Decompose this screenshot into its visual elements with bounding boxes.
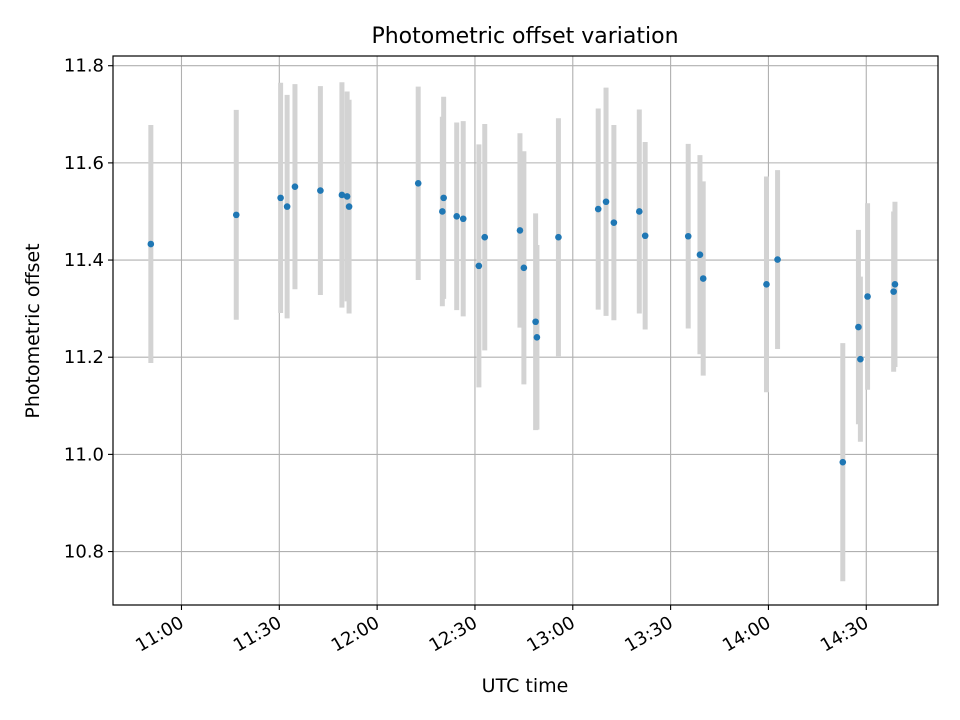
y-tick-label: 10.8 bbox=[64, 542, 104, 563]
data-point bbox=[636, 208, 643, 215]
data-point bbox=[343, 193, 351, 200]
x-tick-label: 11:00 bbox=[132, 612, 187, 656]
x-tick-label: 12:30 bbox=[426, 612, 481, 656]
y-tick-label: 11.2 bbox=[64, 347, 104, 368]
data-point bbox=[641, 232, 649, 240]
data-point bbox=[520, 264, 528, 272]
data-point bbox=[857, 355, 864, 363]
x-tick-label: 14:00 bbox=[719, 612, 774, 656]
data-point bbox=[610, 219, 618, 226]
data-point bbox=[338, 191, 346, 199]
x-axis-label: UTC time bbox=[482, 675, 569, 697]
data-point bbox=[147, 240, 155, 248]
y-tick-label: 11.6 bbox=[64, 153, 104, 174]
x-tick-label: 13:00 bbox=[523, 612, 578, 656]
data-point bbox=[532, 318, 539, 326]
data-points bbox=[147, 179, 899, 466]
data-point bbox=[481, 233, 489, 241]
data-point bbox=[890, 288, 897, 295]
data-point bbox=[839, 458, 847, 466]
y-tick-label: 11.4 bbox=[64, 250, 104, 271]
data-point bbox=[453, 213, 460, 220]
data-point bbox=[283, 203, 291, 210]
data-point bbox=[774, 256, 781, 263]
x-tick-label: 13:30 bbox=[621, 612, 676, 656]
data-point bbox=[696, 251, 704, 259]
data-point bbox=[459, 215, 467, 223]
y-tick-label: 11.0 bbox=[64, 444, 104, 465]
data-point bbox=[684, 232, 692, 240]
x-tick-label: 12:00 bbox=[328, 612, 383, 656]
data-point bbox=[594, 205, 602, 213]
data-point bbox=[291, 183, 299, 190]
data-point bbox=[855, 323, 862, 331]
data-point bbox=[533, 334, 541, 341]
data-point bbox=[440, 194, 447, 202]
data-point bbox=[699, 275, 707, 282]
error-bars bbox=[148, 82, 898, 582]
data-point bbox=[317, 187, 324, 194]
x-tick-label: 14:30 bbox=[817, 612, 872, 656]
chart-title: Photometric offset variation bbox=[371, 24, 678, 49]
x-axis-ticks: 11:00 11:30 12:00 12:30 13:00 13:30 14:00 14:30 bbox=[132, 605, 872, 656]
data-point bbox=[345, 203, 353, 210]
data-point bbox=[763, 281, 770, 288]
data-point bbox=[891, 281, 899, 288]
y-axis-label: Photometric offset bbox=[22, 243, 44, 418]
data-point bbox=[864, 293, 871, 300]
x-tick-label: 11:30 bbox=[230, 612, 285, 656]
y-tick-label: 11.8 bbox=[64, 56, 104, 77]
data-point bbox=[475, 262, 483, 270]
data-point bbox=[277, 194, 284, 202]
plot-area-frame bbox=[112, 55, 939, 606]
data-point bbox=[414, 179, 422, 187]
data-point bbox=[555, 233, 562, 241]
data-point bbox=[516, 227, 524, 234]
y-axis-ticks: 10.8 11.0 11.2 11.4 11.6 11.8 bbox=[64, 56, 113, 563]
data-point bbox=[439, 208, 446, 215]
data-point bbox=[602, 198, 610, 206]
data-point bbox=[232, 211, 240, 219]
